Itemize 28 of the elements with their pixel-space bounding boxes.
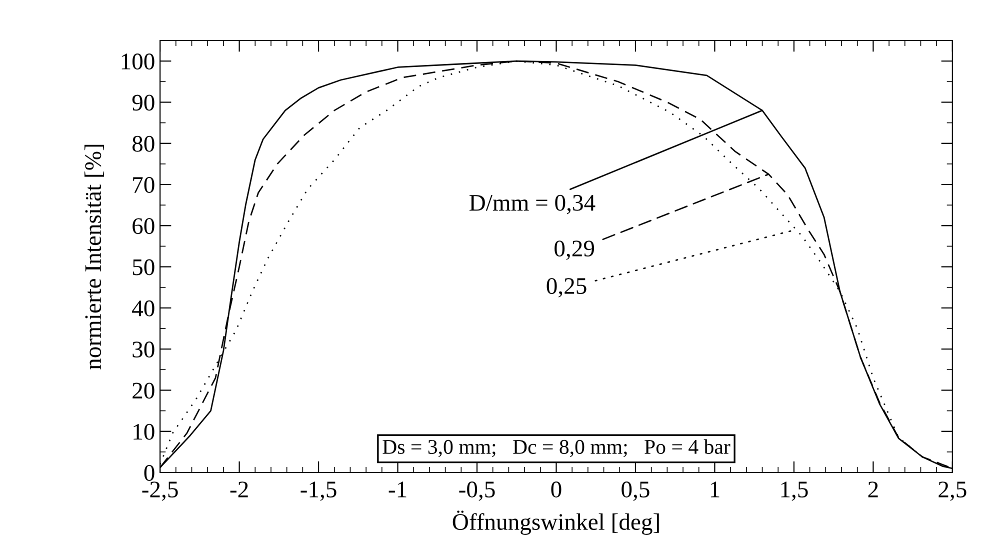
- y-tick-label: 70: [133, 176, 154, 193]
- x-tick-label: 1: [710, 482, 720, 498]
- x-tick-label: -2: [230, 482, 248, 498]
- x-tick-label: 2: [868, 482, 878, 498]
- annotation: 0,25: [546, 278, 586, 298]
- y-tick-label: 80: [132, 136, 154, 152]
- x-tick-label: -1: [388, 482, 406, 498]
- annotation: Ds = 3,0 mm; Dc = 8,0 mm; Po = 4 bar: [382, 439, 730, 457]
- y-tick-label: 100: [122, 54, 154, 70]
- y-tick-label: 10: [134, 424, 154, 440]
- x-tick-label: -2,5: [142, 482, 178, 501]
- x-tick-label: 0: [551, 482, 562, 498]
- annotation: 0,29: [554, 240, 594, 260]
- y-axis-title: normierte Intensität [%]: [84, 144, 104, 370]
- y-tick-label: 90: [132, 94, 154, 111]
- annotation: D/mm = 0,34: [469, 194, 596, 214]
- y-tick-label: 50: [132, 259, 154, 276]
- y-tick-label: 0: [144, 464, 154, 481]
- y-tick-label: 30: [132, 342, 154, 358]
- y-tick-label: 40: [132, 300, 154, 316]
- x-tick-label: 0,5: [622, 482, 650, 501]
- x-tick-label: 2,5: [938, 482, 966, 501]
- x-tick-label: 1,5: [781, 482, 808, 501]
- y-tick-label: 60: [132, 218, 154, 234]
- y-tick-label: 20: [132, 382, 154, 399]
- x-axis-title: Öffnungswinkel [deg]: [452, 510, 659, 535]
- x-tick-label: -0,5: [459, 482, 495, 501]
- x-tick-label: -1,5: [300, 482, 336, 501]
